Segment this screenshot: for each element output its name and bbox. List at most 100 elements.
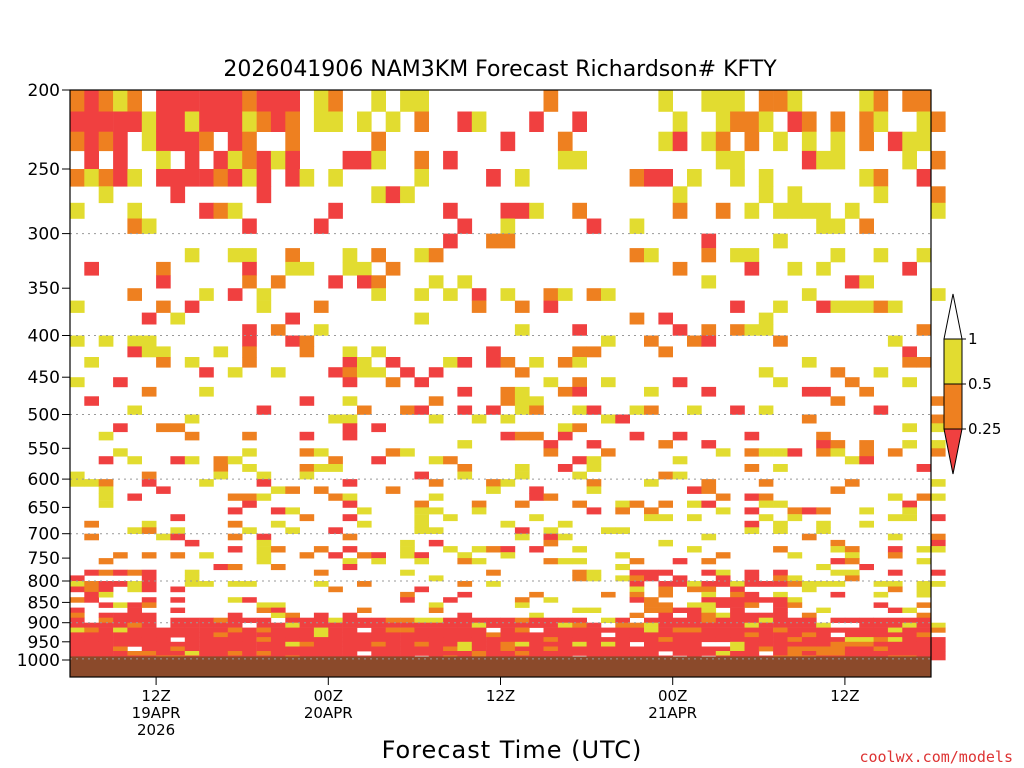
heatmap-cell — [270, 646, 286, 652]
heatmap-cell — [414, 288, 429, 301]
heatmap-cell — [414, 622, 429, 628]
heatmap-cell — [830, 617, 846, 623]
heatmap-cell — [658, 632, 673, 638]
heatmap-cell — [844, 377, 860, 388]
heatmap-cell — [873, 300, 889, 313]
heatmap-cell — [313, 546, 329, 553]
heatmap-cell — [701, 386, 717, 397]
heatmap-cell — [787, 261, 803, 276]
heatmap-cell — [801, 131, 817, 152]
legend-swatch-orange — [943, 383, 963, 430]
heatmap-cell — [256, 288, 272, 301]
heatmap-cell — [486, 581, 501, 587]
heatmap-cell — [586, 622, 602, 628]
heatmap-cell — [816, 150, 831, 170]
heatmap-cell — [500, 202, 516, 219]
heatmap-cell — [98, 637, 114, 643]
heatmap-cell — [400, 617, 415, 623]
heatmap-cell — [313, 300, 329, 313]
heatmap-cell — [601, 414, 616, 424]
heatmap-cell — [658, 607, 673, 613]
heatmap-cell — [644, 627, 659, 633]
y-tick-label: 300 — [28, 225, 60, 245]
heatmap-cell — [428, 527, 444, 534]
heatmap-cell — [98, 617, 114, 623]
heatmap-cell — [658, 500, 673, 508]
heatmap-cell — [141, 612, 157, 618]
heatmap-cell — [830, 300, 846, 313]
heatmap-cell — [687, 646, 702, 652]
heatmap-cell — [816, 622, 831, 628]
heatmap-cell — [428, 602, 444, 608]
heatmap-cell — [342, 500, 358, 508]
heatmap-cell — [285, 261, 300, 276]
heatmap-cell — [414, 111, 429, 132]
heatmap-cell — [557, 641, 573, 647]
heatmap-cell — [428, 607, 444, 613]
heatmap-cell — [342, 479, 358, 487]
heatmap-cell — [844, 646, 860, 652]
heatmap-cell — [385, 651, 401, 656]
heatmap-cell — [471, 637, 487, 643]
heatmap-cell — [256, 651, 272, 656]
heatmap-cell — [773, 448, 788, 457]
heatmap-cell — [414, 617, 429, 623]
heatmap-cell — [830, 111, 846, 132]
heatmap-cell — [328, 275, 343, 289]
heatmap-cell — [572, 405, 587, 415]
heatmap-cell — [572, 627, 587, 633]
heatmap-cell — [84, 591, 99, 598]
heatmap-cell — [242, 617, 257, 623]
heatmap-cell — [170, 312, 186, 325]
heatmap-cell — [615, 575, 630, 582]
heatmap-cell — [328, 111, 343, 132]
heatmap-cell — [744, 448, 760, 457]
heatmap-cell — [557, 150, 573, 170]
heatmap-cell — [313, 111, 329, 132]
heatmap-cell — [902, 627, 917, 633]
heatmap-cell — [873, 602, 889, 608]
heatmap-cell — [170, 552, 186, 559]
heatmap-cell — [572, 651, 587, 656]
heatmap-cell — [70, 586, 85, 593]
heatmap-cell — [916, 111, 932, 132]
heatmap-cell — [801, 357, 817, 368]
heatmap-cell — [443, 233, 458, 249]
heatmap-cell — [615, 622, 630, 628]
heatmap-cell — [730, 586, 745, 593]
heatmap-cell — [457, 440, 473, 449]
heatmap-cell — [270, 90, 286, 112]
heatmap-cell — [299, 169, 315, 187]
heatmap-cell — [687, 617, 702, 623]
heatmap-cell — [916, 622, 932, 628]
heatmap-cell — [873, 641, 889, 647]
heatmap-cell — [156, 169, 171, 187]
heatmap-cell — [931, 646, 946, 652]
heatmap-cell — [328, 622, 343, 628]
heatmap-cell — [242, 335, 257, 347]
heatmap-cell — [916, 586, 932, 593]
heatmap-cell — [787, 186, 803, 204]
heatmap-cell — [400, 627, 415, 633]
heatmap-cell — [529, 514, 544, 522]
heatmap-cell — [170, 641, 186, 647]
heatmap-cell — [500, 637, 516, 643]
heatmap-cell — [586, 456, 602, 465]
heatmap-cell — [357, 150, 372, 170]
heatmap-cell — [486, 486, 501, 494]
x-tick-label: 2026 — [137, 721, 175, 739]
heatmap-cell — [773, 627, 788, 633]
heatmap-cell — [170, 586, 186, 593]
heatmap-cell — [371, 637, 386, 643]
heatmap-cell — [586, 641, 602, 647]
heatmap-cell — [371, 423, 386, 433]
heatmap-cell — [672, 202, 688, 219]
heatmap-cell — [543, 300, 559, 313]
heatmap-cell — [242, 261, 257, 276]
heatmap-cell — [227, 546, 243, 553]
heatmap-cell — [672, 131, 688, 152]
heatmap-cell — [213, 627, 229, 633]
heatmap-cell — [859, 90, 874, 112]
heatmap-cell — [873, 169, 889, 187]
heatmap-cell — [357, 520, 372, 528]
